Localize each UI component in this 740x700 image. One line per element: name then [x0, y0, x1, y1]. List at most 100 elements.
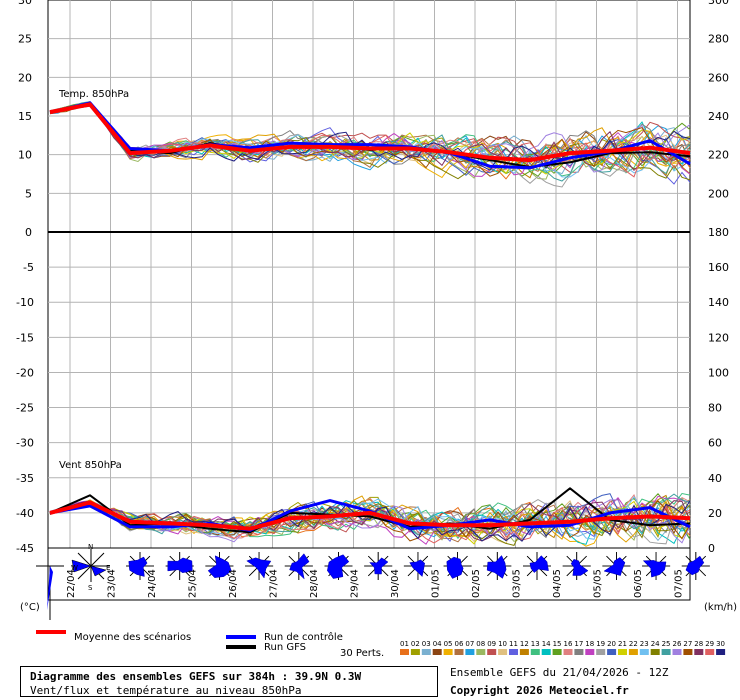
wind-rose	[642, 552, 671, 580]
wind-rose	[523, 552, 551, 580]
legend-control-label: Run de contrôle	[264, 631, 343, 643]
member-number: 17	[574, 640, 583, 648]
member-number: 24	[651, 640, 660, 648]
ensemble-run-label: Ensemble GEFS du 21/04/2026 - 12Z	[450, 666, 669, 679]
left-tick-label: -45	[16, 542, 34, 555]
date-label: 01/05	[431, 569, 442, 598]
right-tick-label: 100	[708, 366, 729, 379]
compass-s: S	[88, 584, 93, 592]
member-swatch	[661, 649, 671, 655]
left-tick-label: -10	[16, 296, 34, 309]
right-tick-label: 40	[708, 472, 722, 485]
date-label: 28/04	[309, 569, 320, 598]
left-tick-label: 20	[18, 71, 32, 84]
left-tick-label: 0	[25, 226, 32, 239]
member-number: 28	[694, 640, 703, 648]
member-swatch	[628, 649, 638, 655]
member-swatch	[443, 649, 453, 655]
left-tick-label: -15	[16, 331, 34, 344]
member-number: 21	[618, 640, 627, 648]
left-tick-label: -25	[16, 402, 34, 415]
wind-rose	[324, 552, 353, 580]
right-tick-label: 20	[708, 507, 722, 520]
member-swatch	[487, 649, 497, 655]
member-number: 20	[607, 640, 616, 648]
member-number: 09	[487, 640, 496, 648]
member-swatch	[716, 649, 726, 655]
member-swatch	[574, 649, 584, 655]
compass-e: E	[106, 564, 110, 572]
member-number: 29	[705, 640, 714, 648]
legend: Moyenne des scénarios Run de contrôle Ru…	[36, 630, 726, 659]
wind-rose	[165, 552, 194, 580]
right-tick-label: 200	[708, 187, 729, 200]
member-swatch	[541, 649, 551, 655]
member-swatch	[410, 649, 420, 655]
plot-frame	[47, 0, 691, 549]
left-axis-labels: 0 5 10 15 20 25 30 -45 -40 -35 -30 -25 -20 -15 -10 -5	[16, 0, 34, 555]
wind-member-line	[49, 495, 691, 543]
right-tick-label: 160	[708, 261, 729, 274]
left-tick-label: 10	[18, 149, 32, 162]
date-label: 07/05	[674, 569, 685, 598]
right-tick-label: 220	[708, 149, 729, 162]
right-tick-label: 260	[708, 71, 729, 84]
date-label: 24/04	[147, 569, 158, 598]
legend-gfs-label: Run GFS	[264, 642, 306, 653]
wind-member-line	[49, 500, 691, 542]
member-number: 08	[476, 640, 485, 648]
member-number: 26	[673, 640, 682, 648]
member-swatch	[498, 649, 508, 655]
date-label: 02/05	[471, 569, 482, 598]
member-number: 02	[411, 640, 420, 648]
member-number: 16	[564, 640, 573, 648]
member-legend: 01 02 03 04 05 06 07 08 09 10 11 12 13 14 15 16 17 18 19 20…	[400, 640, 726, 655]
right-axis-labels: 200 220 240 260 280 300 0 20 40 60 80 100 120 140 160 1…	[708, 0, 729, 555]
wind-rose	[403, 552, 432, 580]
member-swatch	[476, 649, 486, 655]
member-swatch	[530, 649, 540, 655]
member-swatch	[639, 649, 649, 655]
date-label: 05/05	[593, 569, 604, 598]
left-tick-label: -20	[16, 366, 34, 379]
member-number: 19	[596, 640, 605, 648]
left-tick-label: -35	[16, 472, 34, 485]
left-tick-label: -40	[16, 507, 34, 520]
member-number: 25	[662, 640, 671, 648]
wind-rose	[681, 552, 710, 580]
right-tick-label: 0	[708, 542, 715, 555]
member-number: 18	[585, 640, 594, 648]
wind-member-line	[49, 499, 691, 545]
date-label: 22/04	[66, 569, 77, 598]
left-tick-label: 15	[18, 110, 32, 123]
member-swatch	[421, 649, 431, 655]
info-subtitle: Vent/flux et température au niveau 850hP…	[30, 684, 302, 697]
right-tick-label: 120	[708, 331, 729, 344]
date-label: 03/05	[512, 569, 523, 598]
member-number: 11	[509, 640, 518, 648]
main-lines	[49, 101, 691, 534]
wind-rose	[483, 552, 512, 580]
member-swatch	[694, 649, 704, 655]
copyright: Copyright 2026 Meteociel.fr	[450, 684, 629, 697]
member-number: 15	[553, 640, 562, 648]
temp-mean-line	[49, 102, 691, 163]
date-label: 25/04	[188, 569, 199, 598]
member-number: 07	[465, 640, 474, 648]
member-number: 23	[640, 640, 649, 648]
member-number: 14	[542, 640, 551, 648]
date-label: 26/04	[228, 569, 239, 598]
member-swatch	[585, 649, 595, 655]
wind-rose	[126, 552, 154, 580]
compass-n: N	[88, 543, 93, 551]
left-tick-label: 30	[18, 0, 32, 7]
member-number: 30	[716, 640, 725, 648]
right-unit-label: (km/h)	[704, 602, 737, 613]
legend-perts-label: 30 Perts.	[340, 648, 384, 659]
left-tick-label: 25	[18, 33, 32, 46]
member-number: 04	[433, 640, 442, 648]
date-label: 29/04	[350, 569, 361, 598]
left-unit-label: (°C)	[20, 602, 40, 613]
member-swatch	[705, 649, 715, 655]
compass: N S E W	[71, 543, 110, 592]
